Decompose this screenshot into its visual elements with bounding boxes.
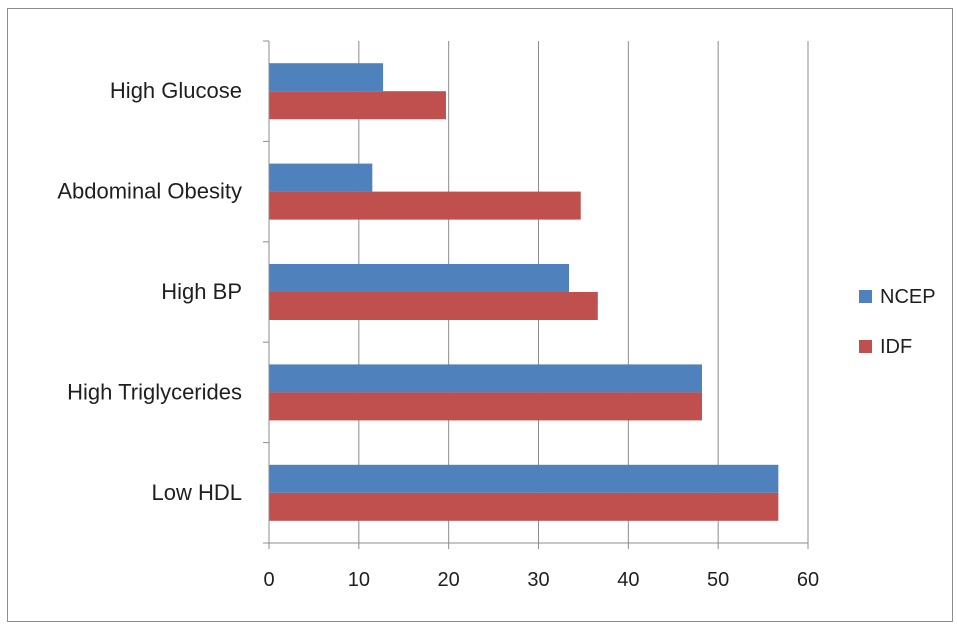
- legend-swatch-ncep: [859, 290, 872, 303]
- category-label: High BP: [161, 279, 242, 304]
- bar-idf-high-triglycerides: [269, 392, 702, 421]
- x-tick-label: 0: [263, 569, 274, 591]
- bar-ncep-high-bp: [269, 264, 570, 292]
- x-tick-label: 40: [617, 569, 639, 591]
- x-tick-label: 60: [797, 569, 819, 591]
- axes: [263, 40, 809, 549]
- category-label: Abdominal Obesity: [57, 179, 242, 204]
- bar-idf-abdominal-obesity: [269, 191, 581, 220]
- bar-idf-high-bp: [269, 292, 598, 320]
- bar-ncep-low-hdl: [269, 464, 779, 493]
- legend-label-idf: IDF: [880, 336, 912, 358]
- bar-ncep-abdominal-obesity: [269, 163, 373, 192]
- x-tick-labels: 0 10 20 30 40 50 60: [263, 569, 819, 591]
- category-labels: Low HDL High Triglycerides High BP Abdomina…: [57, 78, 242, 505]
- x-tick-label: 20: [438, 569, 460, 591]
- x-tick-label: 30: [527, 569, 549, 591]
- bars: [269, 63, 779, 521]
- bar-idf-high-glucose: [269, 91, 446, 120]
- bar-ncep-high-triglycerides: [269, 364, 702, 393]
- x-tick-label: 50: [707, 569, 729, 591]
- legend-label-ncep: NCEP: [880, 286, 936, 308]
- bar-idf-low-hdl: [269, 492, 779, 521]
- category-label: High Triglycerides: [67, 379, 242, 404]
- bar-ncep-high-glucose: [269, 63, 384, 92]
- legend: NCEP IDF: [859, 286, 936, 358]
- x-tick-label: 10: [348, 569, 370, 591]
- legend-swatch-idf: [859, 340, 872, 353]
- gridlines: [358, 41, 809, 543]
- category-label: Low HDL: [152, 480, 242, 505]
- category-label: High Glucose: [110, 78, 242, 103]
